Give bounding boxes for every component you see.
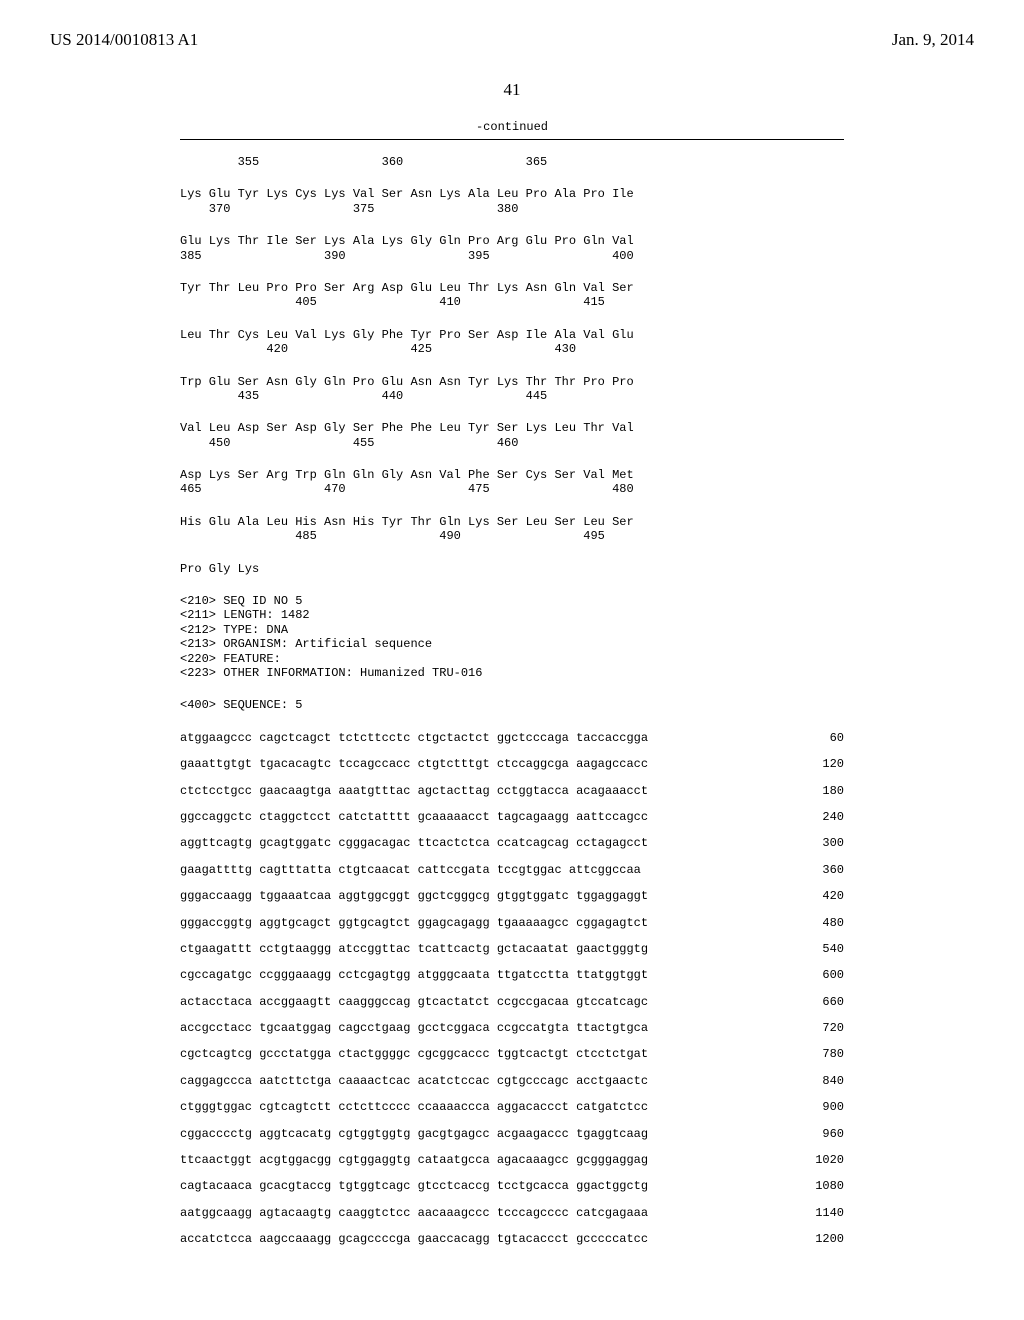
protein-sequence-row: Leu Thr Cys Leu Val Lys Gly Phe Tyr Pro … (180, 328, 844, 357)
protein-sequence-row: Glu Lys Thr Ile Ser Lys Ala Lys Gly Gln … (180, 234, 844, 263)
protein-sequence-row: 355 360 365 (180, 155, 844, 169)
dna-sequence-row: ctctcctgcc gaacaagtga aaatgtttac agctact… (180, 784, 844, 798)
dna-sequence-row: atggaagccc cagctcagct tctcttcctc ctgctac… (180, 731, 844, 745)
dna-sequence-row: gaaattgtgt tgacacagtc tccagccacc ctgtctt… (180, 757, 844, 771)
protein-sequence-row: Asp Lys Ser Arg Trp Gln Gln Gly Asn Val … (180, 468, 844, 497)
metadata-block: <210> SEQ ID NO 5 <211> LENGTH: 1482 <21… (180, 594, 844, 680)
protein-sequence-row: Val Leu Asp Ser Asp Gly Ser Phe Phe Leu … (180, 421, 844, 450)
dna-sequence-row: gggaccaagg tggaaatcaa aggtggcggt ggctcgg… (180, 889, 844, 903)
dna-sequence-row: accatctcca aagccaaagg gcagccccga gaaccac… (180, 1232, 844, 1246)
dna-sequence-row: cagtacaaca gcacgtaccg tgtggtcagc gtcctca… (180, 1179, 844, 1193)
dna-sequence-row: cggacccctg aggtcacatg cgtggtggtg gacgtga… (180, 1127, 844, 1141)
dna-sequence-row: ctgaagattt cctgtaaggg atccggttac tcattca… (180, 942, 844, 956)
publication-date: Jan. 9, 2014 (892, 30, 974, 50)
dna-sequence-row: ggccaggctc ctaggctcct catctatttt gcaaaaa… (180, 810, 844, 824)
protein-sequence-row: Tyr Thr Leu Pro Pro Ser Arg Asp Glu Leu … (180, 281, 844, 310)
continued-label: -continued (0, 120, 1024, 134)
dna-sequence-row: gaagattttg cagtttatta ctgtcaacat cattccg… (180, 863, 844, 877)
protein-sequence-row: Pro Gly Lys (180, 562, 844, 576)
dna-sequence-row: ttcaactggt acgtggacgg cgtggaggtg cataatg… (180, 1153, 844, 1167)
page-number: 41 (0, 80, 1024, 100)
sequence-content: 355 360 365 Lys Glu Tyr Lys Cys Lys Val S… (0, 155, 1024, 1247)
protein-sequence-row: Trp Glu Ser Asn Gly Gln Pro Glu Asn Asn … (180, 375, 844, 404)
dna-sequence-row: aatggcaagg agtacaagtg caaggtctcc aacaaag… (180, 1206, 844, 1220)
dna-sequence-row: caggagccca aatcttctga caaaactcac acatctc… (180, 1074, 844, 1088)
divider (180, 139, 844, 140)
dna-sequence-row: aggttcagtg gcagtggatc cgggacagac ttcactc… (180, 836, 844, 850)
dna-sequence-row: cgccagatgc ccgggaaagg cctcgagtgg atgggca… (180, 968, 844, 982)
dna-sequence-row: cgctcagtcg gccctatgga ctactggggc cgcggca… (180, 1047, 844, 1061)
protein-sequence-row: Lys Glu Tyr Lys Cys Lys Val Ser Asn Lys … (180, 187, 844, 216)
dna-sequence-row: ctgggtggac cgtcagtctt cctcttcccc ccaaaac… (180, 1100, 844, 1114)
sequence-label: <400> SEQUENCE: 5 (180, 698, 844, 712)
publication-number: US 2014/0010813 A1 (50, 30, 198, 50)
dna-sequence-row: gggaccggtg aggtgcagct ggtgcagtct ggagcag… (180, 916, 844, 930)
dna-sequence-row: actacctaca accggaagtt caagggccag gtcacta… (180, 995, 844, 1009)
dna-sequence-row: accgcctacc tgcaatggag cagcctgaag gcctcgg… (180, 1021, 844, 1035)
protein-sequence-row: His Glu Ala Leu His Asn His Tyr Thr Gln … (180, 515, 844, 544)
